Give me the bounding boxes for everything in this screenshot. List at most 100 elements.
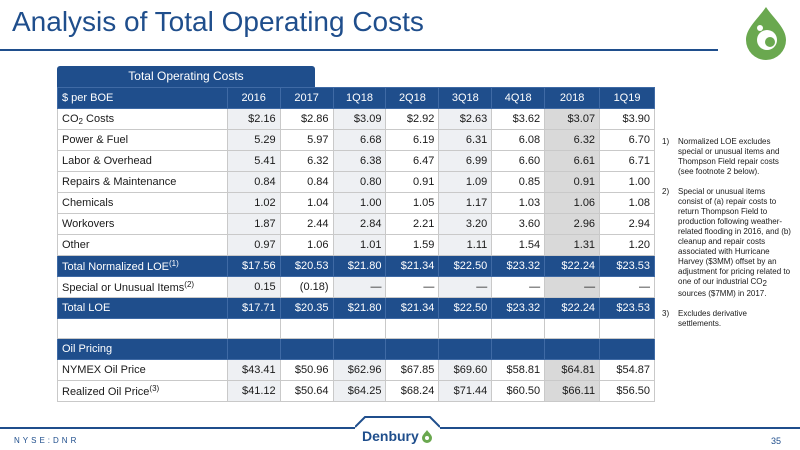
operating-costs-table: $ per BOE 2016 2017 1Q18 2Q18 3Q18 4Q18 2018 1Q1… [57,87,655,402]
column-header: 1Q18 [332,87,387,109]
table-cell: 0.91 [385,171,440,193]
table-cell: — [385,276,440,298]
table-cell: 0.97 [226,234,281,256]
table-cell: 1.59 [385,234,440,256]
total-loe-row: Total LOE $17.71 $20.35 $21.80 $21.34 $22.50 $… [57,297,655,319]
table-cell: 1.00 [599,171,655,193]
empty-cell [332,338,387,360]
table-cell: $50.64 [279,380,334,402]
table-cell: $23.53 [599,255,655,277]
page-number: 35 [771,436,782,446]
spacer-row [57,318,655,339]
table-cell: 6.99 [438,150,493,172]
title-divider [0,49,718,51]
empty-cell [57,318,228,339]
table-header-row: $ per BOE 2016 2017 1Q18 2Q18 3Q18 4Q18 2018 1Q1… [57,87,655,109]
table-row: CO2 Costs $2.16 $2.86 $3.09 $2.92 $2.63 $3.62 $… [57,108,655,130]
footer-notch [355,416,440,428]
table-cell: — [332,276,387,298]
footnote-3: 3) Excludes derivative settlements. [662,309,792,329]
table-cell: $64.25 [332,380,387,402]
empty-cell [544,338,601,360]
table-cell: 5.41 [226,150,281,172]
column-header: 2Q18 [385,87,440,109]
table-cell: 0.91 [544,171,601,193]
table-cell: 1.04 [279,192,334,214]
table-cell: $20.53 [279,255,334,277]
table-cell: — [491,276,546,298]
table-cell: $17.56 [226,255,281,277]
table-cell: 1.08 [599,192,655,214]
table-cell: $66.11 [544,380,601,402]
row-label: Repairs & Maintenance [57,171,228,193]
empty-cell [491,318,546,339]
table-cell: 2.84 [332,213,387,235]
footnotes: 1) Normalized LOE excludes special or un… [662,137,792,339]
table-cell: $21.34 [385,297,440,319]
table-cell: 1.17 [438,192,493,214]
row-label: Total Normalized LOE(1) [57,255,228,277]
empty-cell [599,318,655,339]
table-cell: — [599,276,655,298]
table-cell: 1.05 [385,192,440,214]
table-row: Labor & Overhead 5.41 6.32 6.38 6.47 6.99 6.60… [57,150,655,172]
table-cell: $54.87 [599,359,655,381]
table-cell: 0.85 [491,171,546,193]
ticker-symbol: NYSE:DNR [14,436,80,445]
table-title-tab: Total Operating Costs [57,66,315,87]
table-cell: $69.60 [438,359,493,381]
oil-pricing-header-row: Oil Pricing [57,338,655,360]
table-cell: 6.31 [438,129,493,151]
table-cell: 6.38 [332,150,387,172]
row-label: NYMEX Oil Price [57,359,228,381]
row-label: Special or Unusual Items(2) [57,276,228,298]
column-header: 2016 [226,87,281,109]
table-cell: 5.29 [226,129,281,151]
table-cell: 6.08 [491,129,546,151]
table-cell: 0.84 [226,171,281,193]
table-cell: 0.80 [332,171,387,193]
section-label: Oil Pricing [57,338,228,360]
footnote-text: Special or unusual items consist of (a) … [678,187,791,298]
empty-cell [491,338,546,360]
empty-cell [599,338,655,360]
table-cell: 1.03 [491,192,546,214]
footer-divider-right [440,427,800,429]
column-header: 2017 [279,87,334,109]
table-cell: 1.11 [438,234,493,256]
table-cell: $20.35 [279,297,334,319]
table-cell: $17.71 [226,297,281,319]
footnote-text: Excludes derivative settlements. [678,309,747,328]
empty-cell [544,318,601,339]
table-cell: $3.09 [332,108,387,130]
table-cell: 1.87 [226,213,281,235]
table-cell: $22.50 [438,255,493,277]
table-row: Repairs & Maintenance 0.84 0.84 0.80 0.91 1.0… [57,171,655,193]
table-cell: $3.07 [544,108,601,130]
table-cell: 0.84 [279,171,334,193]
footer-divider-left [0,427,355,429]
table-cell: $23.32 [491,297,546,319]
table-cell: $3.62 [491,108,546,130]
row-label: Total LOE [57,297,228,319]
table-cell: $56.50 [599,380,655,402]
empty-cell [438,318,493,339]
empty-cell [279,318,334,339]
table-cell: $23.53 [599,297,655,319]
table-cell: $2.63 [438,108,493,130]
table-cell: 2.44 [279,213,334,235]
table-row: Other 0.97 1.06 1.01 1.59 1.11 1.54 1.31 1.20 [57,234,655,256]
row-label: Chemicals [57,192,228,214]
table-cell: $41.12 [226,380,281,402]
table-cell: 6.60 [491,150,546,172]
row-label: Other [57,234,228,256]
row-label: Workovers [57,213,228,235]
table-cell: $22.50 [438,297,493,319]
table-cell: 1.20 [599,234,655,256]
table-cell: $68.24 [385,380,440,402]
table-cell: 2.96 [544,213,601,235]
table-cell: 6.70 [599,129,655,151]
empty-cell [385,318,440,339]
table-row: Chemicals 1.02 1.04 1.00 1.05 1.17 1.03 1.06 1.0… [57,192,655,214]
table-cell: 1.06 [279,234,334,256]
